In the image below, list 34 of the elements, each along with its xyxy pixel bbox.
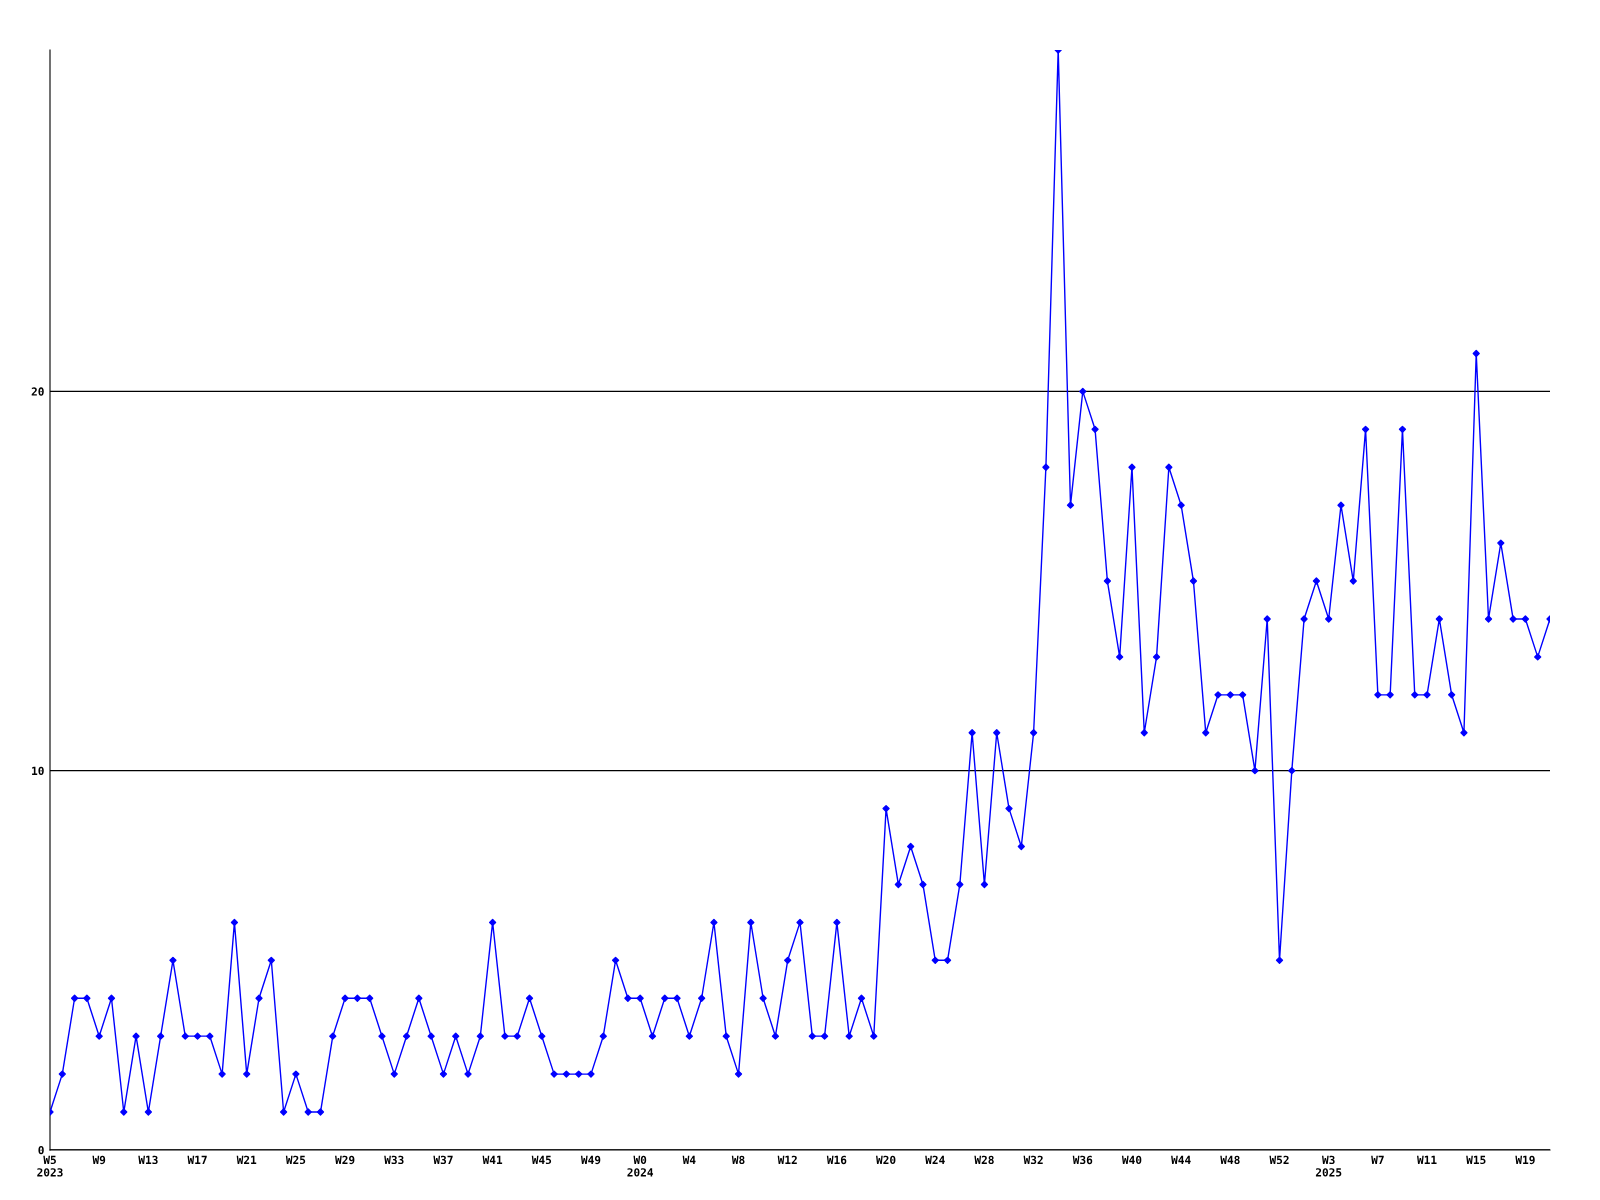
x-tick-label: W40 xyxy=(1121,1155,1142,1165)
x-tick-label: W45 xyxy=(531,1155,552,1165)
x-tick-label: W9 xyxy=(92,1155,106,1165)
x-tick-label: W52 xyxy=(1269,1155,1289,1165)
x-tick-label: W12 xyxy=(777,1155,797,1164)
x-tick-label: W7 xyxy=(1371,1155,1384,1164)
y-tick-label: 20 xyxy=(31,387,44,396)
x-tick-label: W19 xyxy=(1515,1155,1535,1165)
x-tick-label: W48 xyxy=(1220,1155,1240,1165)
x-tick-label: W25 xyxy=(285,1155,306,1165)
x-tick-label: W3 2025 xyxy=(1315,1155,1342,1177)
x-tick-label: W49 xyxy=(580,1155,601,1165)
x-tick-label: W37 xyxy=(433,1155,453,1165)
x-tick-label: W11 xyxy=(1417,1155,1437,1164)
x-tick-label: W28 xyxy=(974,1155,994,1165)
x-tick-label: W5 2023 xyxy=(37,1155,63,1177)
x-tick-label: W15 xyxy=(1466,1155,1486,1165)
x-tick-label: W29 xyxy=(335,1155,355,1165)
x-tick-label: W16 xyxy=(826,1155,847,1165)
x-tick-label: W20 xyxy=(876,1155,896,1165)
x-tick-label: W33 xyxy=(384,1155,404,1165)
x-tick-label: W32 xyxy=(1023,1155,1043,1165)
y-tick-label: 10 xyxy=(32,766,44,776)
x-tick-label: W24 xyxy=(925,1155,945,1164)
x-tick-label: W41 xyxy=(482,1155,503,1164)
x-tick-label: W8 xyxy=(731,1155,745,1165)
y-tick-label: 0 xyxy=(38,1145,44,1155)
x-tick-label: W0 2024 xyxy=(627,1155,654,1177)
x-tick-label: W44 xyxy=(1171,1155,1191,1164)
x-tick-label: W21 xyxy=(236,1155,257,1164)
x-tick-label: W17 xyxy=(187,1155,207,1164)
x-tick-label: W36 xyxy=(1072,1155,1093,1165)
x-tick-label: W4 xyxy=(682,1155,696,1164)
x-tick-label: W13 xyxy=(138,1155,158,1165)
